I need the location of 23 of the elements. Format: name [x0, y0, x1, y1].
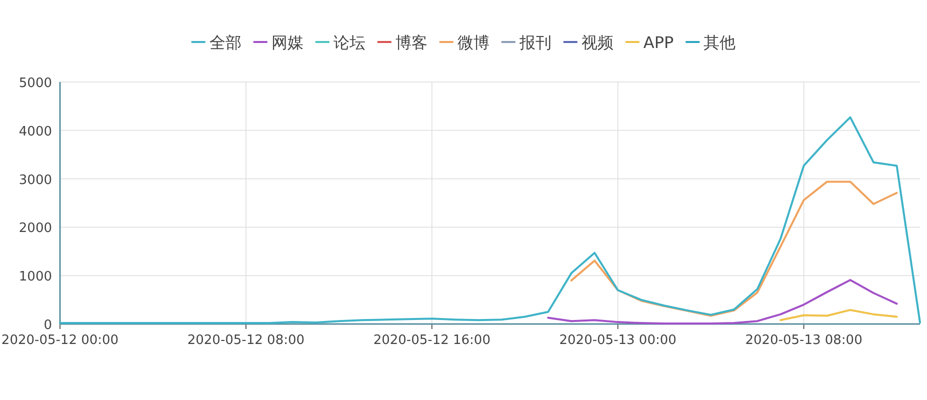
line-series: [547, 278, 898, 325]
y-tick-label: 2000: [18, 221, 52, 236]
legend-label: 微博: [457, 33, 490, 52]
y-tick-label: 0: [44, 318, 52, 333]
legend-label: 全部: [209, 33, 242, 52]
legend-label: 其他: [704, 33, 736, 52]
y-tick-label: 1000: [18, 270, 52, 285]
x-tick-label: 2020-05-12 16:00: [373, 333, 490, 348]
line-series: [780, 308, 898, 322]
x-tick-label: 2020-05-12 00:00: [1, 333, 119, 348]
x-tick-label: 2020-05-13 00:00: [559, 333, 676, 348]
x-tick-label: 2020-05-13 08:00: [745, 333, 862, 348]
y-tick-label: 3000: [18, 172, 52, 188]
legend-label: 视频: [581, 33, 614, 52]
y-tick-label: 4000: [18, 124, 52, 140]
x-tick-label: 2020-05-12 08:00: [187, 333, 305, 348]
legend-label: 报刊: [518, 33, 552, 52]
legend-label: 论坛: [333, 33, 366, 52]
line-series: [570, 180, 898, 317]
legend-label: 博客: [395, 33, 428, 52]
legend-label: APP: [643, 33, 674, 52]
legend-label: 网媒: [271, 33, 304, 52]
y-tick-label: 5000: [18, 76, 52, 91]
